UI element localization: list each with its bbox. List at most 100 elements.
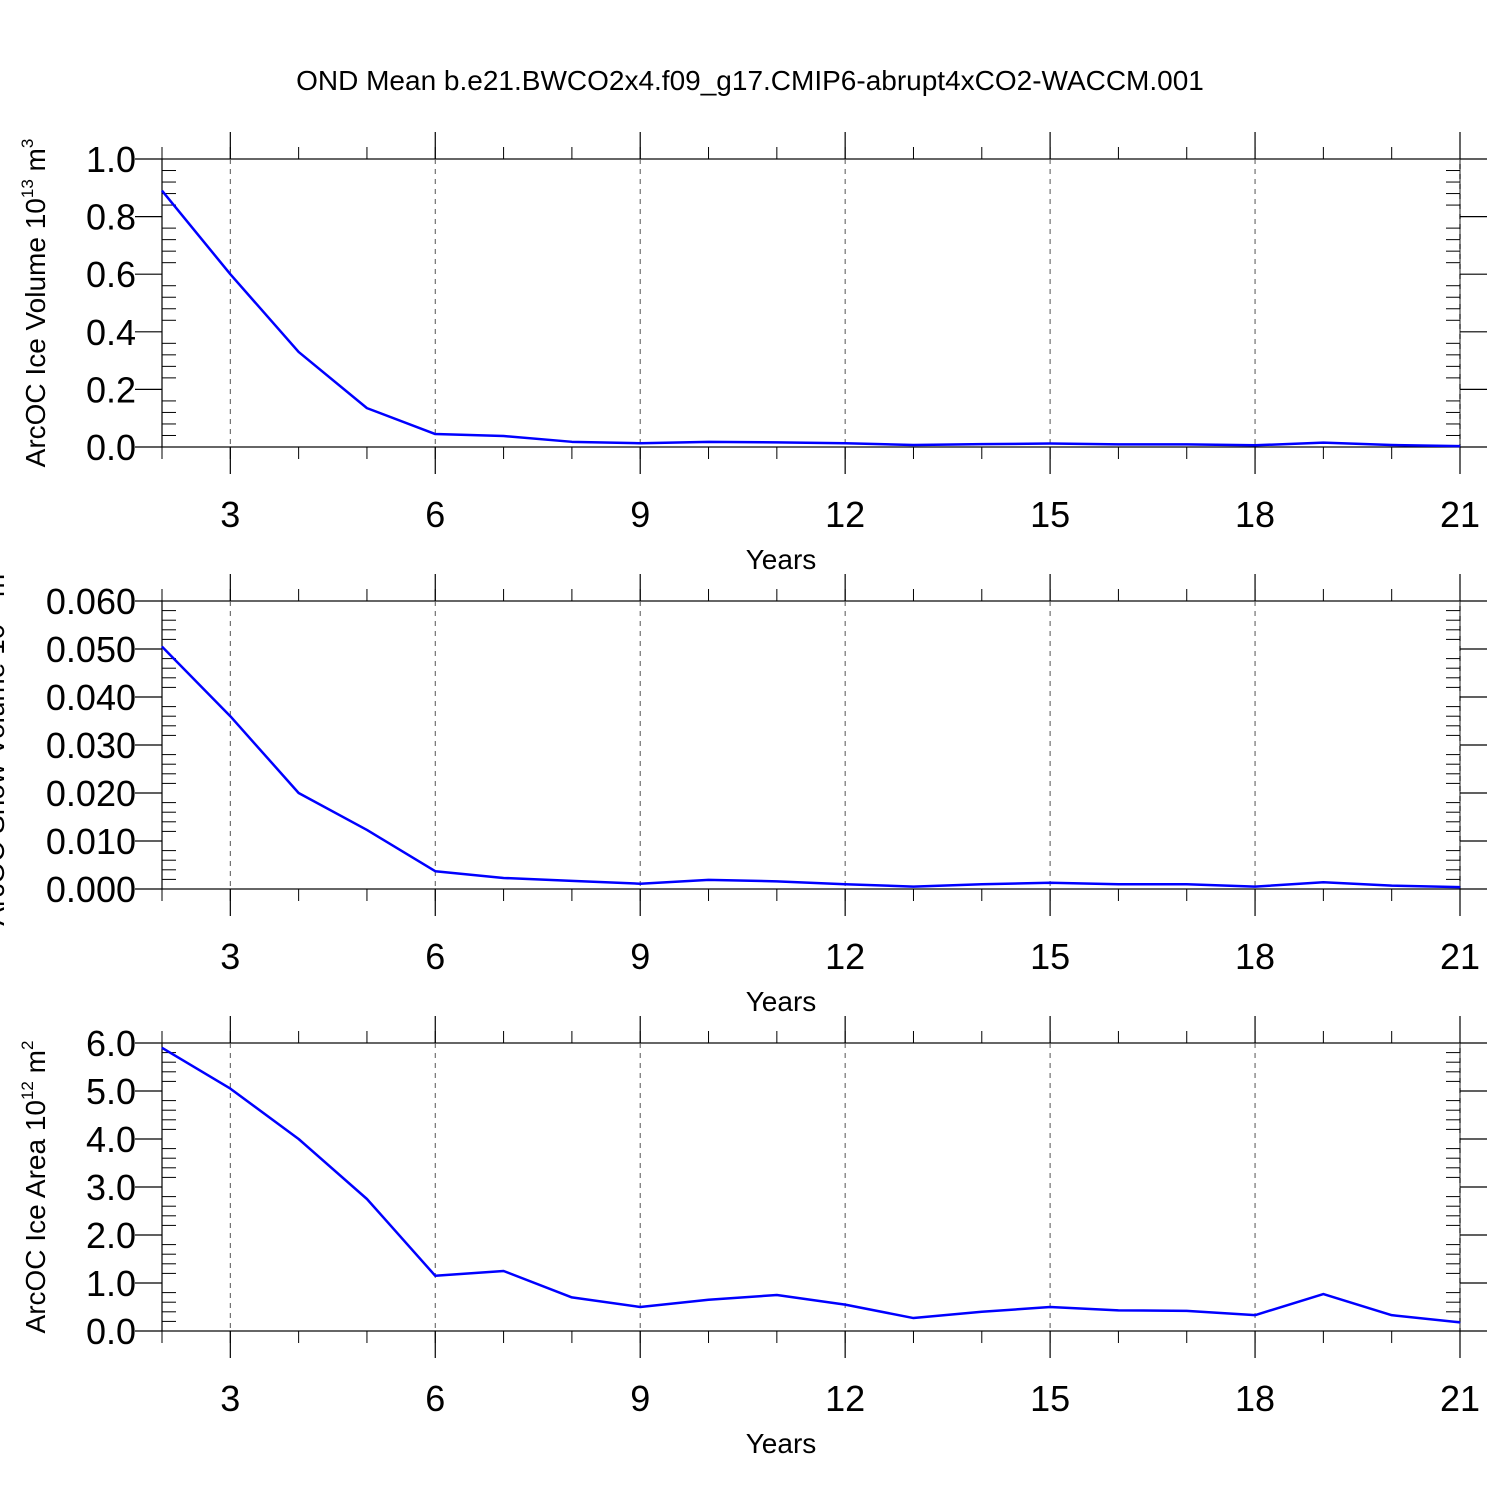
data-point	[844, 1304, 846, 1306]
data-point	[1322, 1293, 1324, 1295]
data-point	[229, 1088, 231, 1090]
y-tick-label: 0.060	[46, 581, 136, 622]
data-point	[1254, 1314, 1256, 1316]
data-point	[1391, 885, 1393, 887]
data-point	[1117, 1309, 1119, 1311]
y-tick-label: 2.0	[86, 1215, 136, 1256]
data-point	[1459, 445, 1461, 447]
data-point	[161, 190, 163, 192]
x-axis-label: Years	[746, 986, 817, 1017]
data-point	[434, 433, 436, 435]
x-tick-label: 6	[425, 494, 445, 535]
y-axis-label: ArcOC Ice Volume 1013 m3	[18, 139, 51, 468]
y-tick-label: 0.0	[86, 427, 136, 468]
y-tick-label: 0.050	[46, 629, 136, 670]
data-point	[1049, 443, 1051, 445]
data-point	[1049, 882, 1051, 884]
x-tick-label: 9	[630, 1378, 650, 1419]
data-point	[1049, 1306, 1051, 1308]
data-point	[844, 883, 846, 885]
x-tick-label: 18	[1235, 1378, 1275, 1419]
data-point	[571, 1296, 573, 1298]
data-point	[1117, 443, 1119, 445]
y-label-unit: m	[0, 574, 10, 605]
data-point	[708, 1299, 710, 1301]
series-line	[161, 189, 1461, 448]
data-point	[1322, 442, 1324, 444]
x-axis-label: Years	[746, 1428, 817, 1459]
x-tick-label: 21	[1440, 1378, 1480, 1419]
data-point	[161, 646, 163, 648]
y-label-unit-exponent: 2	[18, 1041, 37, 1050]
x-tick-label: 12	[825, 494, 865, 535]
x-tick-label: 6	[425, 936, 445, 977]
y-axis-label: ArcOC Ice Area 1012 m2	[18, 1041, 51, 1334]
x-tick-label: 3	[220, 494, 240, 535]
x-tick-label: 21	[1440, 936, 1480, 977]
data-point	[366, 407, 368, 409]
x-tick-label: 18	[1235, 494, 1275, 535]
x-tick-label: 9	[630, 494, 650, 535]
data-point	[1186, 443, 1188, 445]
data-point	[298, 1138, 300, 1140]
data-point	[366, 829, 368, 831]
data-point	[912, 444, 914, 446]
data-point	[639, 883, 641, 885]
data-point	[639, 1306, 641, 1308]
y-tick-label: 0.000	[46, 869, 136, 910]
panels: 3 6 9 12 15 18 21 0.0 0.2 0.4 0.6 0.8 1.0 Years ArcOC …	[0, 132, 1487, 1459]
y-label-unit: m	[20, 1050, 51, 1081]
x-tick-label: 15	[1030, 494, 1070, 535]
data-point	[571, 880, 573, 882]
data-point	[1254, 444, 1256, 446]
data-point	[1459, 1321, 1461, 1323]
y-tick-label: 0.8	[86, 197, 136, 238]
data-point	[503, 435, 505, 437]
x-tick-label: 15	[1030, 1378, 1070, 1419]
x-tick-label: 12	[825, 936, 865, 977]
data-point	[912, 1317, 914, 1319]
y-tick-label: 5.0	[86, 1071, 136, 1112]
y-tick-label: 1.0	[86, 1263, 136, 1304]
x-tick-label: 21	[1440, 494, 1480, 535]
figure-title: OND Mean b.e21.BWCO2x4.f09_g17.CMIP6-abr…	[296, 65, 1204, 96]
y-tick-label: 0.2	[86, 369, 136, 410]
y-tick-label: 0.010	[46, 821, 136, 862]
y-tick-label: 0.6	[86, 254, 136, 295]
data-point	[1322, 881, 1324, 883]
x-tick-label: 6	[425, 1378, 445, 1419]
y-tick-label: 6.0	[86, 1023, 136, 1064]
data-point	[708, 441, 710, 443]
series-line	[161, 645, 1461, 889]
data-point	[1459, 886, 1461, 888]
y-tick-label: 0.040	[46, 677, 136, 718]
data-point	[981, 883, 983, 885]
y-axis-label: ArcOC Snow Volume 1013 m3	[0, 564, 10, 925]
data-point	[229, 273, 231, 275]
data-point	[981, 1311, 983, 1313]
data-point	[503, 1270, 505, 1272]
y-label-unit: m	[20, 148, 51, 179]
data-point	[1117, 883, 1119, 885]
data-point	[1254, 886, 1256, 888]
y-label-unit-exponent: 3	[18, 139, 37, 148]
data-point	[298, 351, 300, 353]
data-point	[981, 443, 983, 445]
data-point	[844, 442, 846, 444]
data-point	[298, 792, 300, 794]
y-tick-label: 0.030	[46, 725, 136, 766]
y-tick-label: 4.0	[86, 1119, 136, 1160]
data-point	[571, 441, 573, 443]
data-point	[1391, 1314, 1393, 1316]
y-tick-label: 3.0	[86, 1167, 136, 1208]
y-label-exponent: 13	[18, 179, 37, 198]
x-axis-label: Years	[746, 544, 817, 575]
chart-ice-volume: 3 6 9 12 15 18 21 0.0 0.2 0.4 0.6 0.8 1.0 Years ArcOC …	[18, 132, 1487, 575]
x-tick-label: 12	[825, 1378, 865, 1419]
data-point	[776, 880, 778, 882]
x-tick-label: 3	[220, 1378, 240, 1419]
y-label-exponent: 12	[18, 1081, 37, 1100]
x-tick-label: 9	[630, 936, 650, 977]
